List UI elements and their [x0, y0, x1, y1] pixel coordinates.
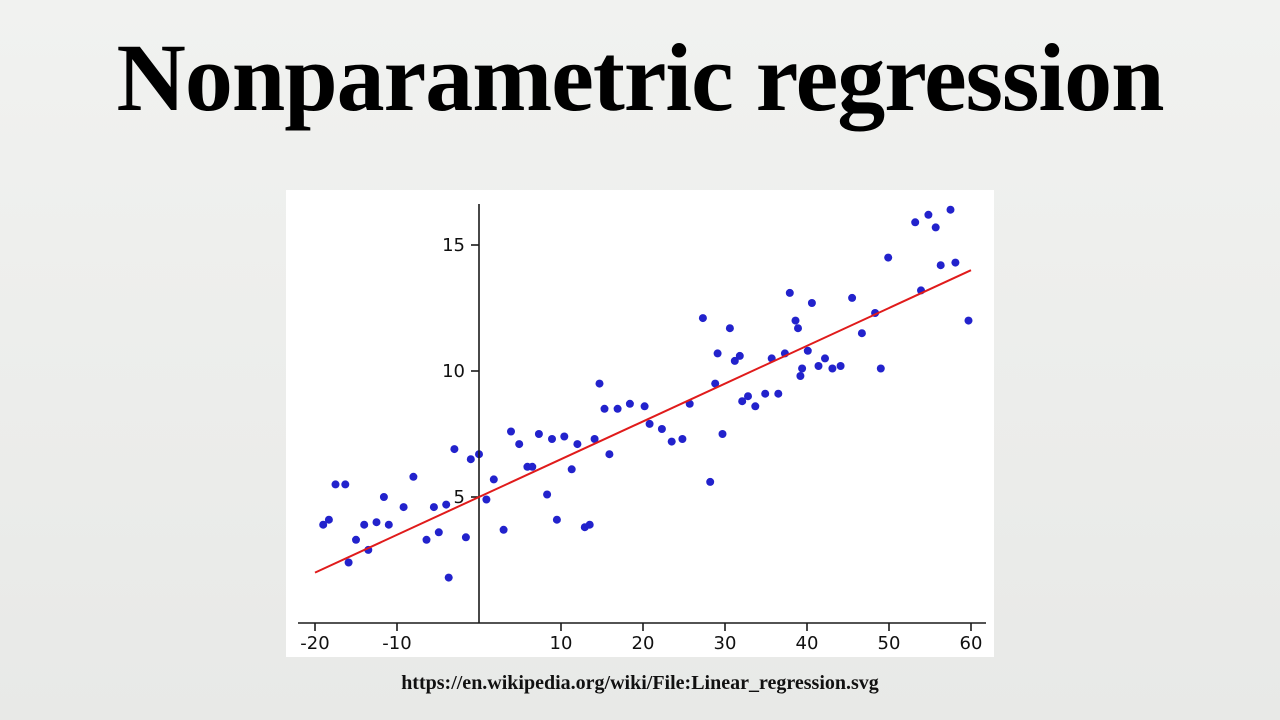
data-point [595, 379, 604, 388]
x-tick-label: 40 [796, 633, 819, 654]
data-point [645, 419, 654, 428]
data-point [730, 356, 739, 365]
data-point [814, 362, 823, 370]
data-point [482, 495, 491, 504]
data-point [489, 475, 498, 484]
data-point [605, 450, 614, 459]
data-point [534, 430, 543, 438]
data-point [600, 404, 609, 413]
data-point [857, 329, 866, 338]
chart-panel: -20 -10 10 20 30 40 50 60 5 10 15 [286, 190, 994, 657]
data-point [848, 293, 857, 302]
data-point [698, 314, 707, 323]
data-point [738, 397, 747, 406]
data-point [543, 490, 552, 499]
data-point [761, 389, 770, 398]
x-tick-label: -10 [382, 633, 411, 654]
data-point [951, 258, 960, 267]
data-point [625, 399, 634, 408]
data-point [791, 316, 800, 325]
data-point [911, 218, 920, 227]
data-point [442, 500, 451, 509]
x-tick-label: 20 [632, 633, 655, 654]
data-point [499, 525, 508, 534]
data-point [450, 445, 459, 454]
data-point [931, 223, 940, 232]
caption-url: https://en.wikipedia.org/wiki/File:Linea… [401, 672, 879, 694]
data-point [751, 402, 760, 411]
data-point [924, 210, 933, 219]
data-point [341, 480, 350, 489]
data-point [803, 346, 812, 355]
data-point [807, 299, 816, 307]
data-point [735, 351, 744, 360]
data-point [798, 364, 807, 373]
data-point [434, 528, 443, 537]
data-point [884, 253, 893, 262]
x-tick-label: 50 [878, 633, 901, 654]
data-point [422, 535, 431, 544]
y-tick-label: 15 [442, 235, 465, 256]
page-title: Nonparametric regression [116, 24, 1165, 131]
data-point [713, 349, 722, 358]
x-tick-label: 10 [550, 633, 573, 654]
data-point [657, 425, 666, 433]
data-point [515, 440, 524, 449]
data-point [796, 372, 805, 380]
data-point [573, 440, 582, 449]
y-tick-label: 10 [442, 361, 465, 382]
data-point [324, 515, 333, 524]
data-point [667, 437, 676, 446]
data-point [828, 364, 837, 373]
scatter-plot: -20 -10 10 20 30 40 50 60 5 10 15 [298, 204, 986, 654]
data-point [360, 520, 369, 529]
x-tick-label: 30 [714, 633, 737, 654]
data-point [964, 316, 973, 325]
data-point [399, 503, 408, 512]
data-point [461, 533, 470, 542]
data-point [613, 404, 622, 413]
data-point [344, 558, 353, 567]
data-point [379, 493, 388, 501]
data-point [409, 472, 418, 481]
data-point [946, 205, 955, 214]
data-point [528, 462, 537, 471]
data-point [352, 535, 360, 544]
data-point [936, 261, 945, 270]
x-tick-label: 60 [960, 633, 983, 654]
data-point [548, 435, 556, 443]
data-point [876, 364, 885, 373]
data-point [331, 480, 340, 489]
data-point [640, 402, 649, 411]
data-point [785, 288, 794, 297]
y-tick-label: 5 [454, 487, 465, 508]
data-point [372, 518, 381, 527]
data-point [466, 455, 475, 464]
data-point [678, 435, 687, 443]
data-point [744, 392, 752, 401]
data-point [711, 379, 720, 388]
data-point [507, 427, 515, 436]
data-point [794, 324, 802, 333]
data-point [552, 515, 561, 524]
data-point [706, 477, 715, 486]
data-point [585, 520, 594, 529]
data-point [567, 465, 576, 474]
regression-line [314, 269, 972, 574]
data-point [718, 430, 727, 438]
data-point [319, 520, 328, 529]
data-point [444, 573, 453, 582]
data-point [821, 354, 829, 363]
data-point [590, 435, 599, 443]
data-point [429, 503, 438, 512]
data-point [836, 362, 845, 370]
x-tick-label: -20 [300, 633, 329, 654]
data-point [560, 432, 569, 441]
data-point [725, 324, 734, 333]
data-point [384, 520, 393, 529]
data-point [774, 389, 783, 398]
